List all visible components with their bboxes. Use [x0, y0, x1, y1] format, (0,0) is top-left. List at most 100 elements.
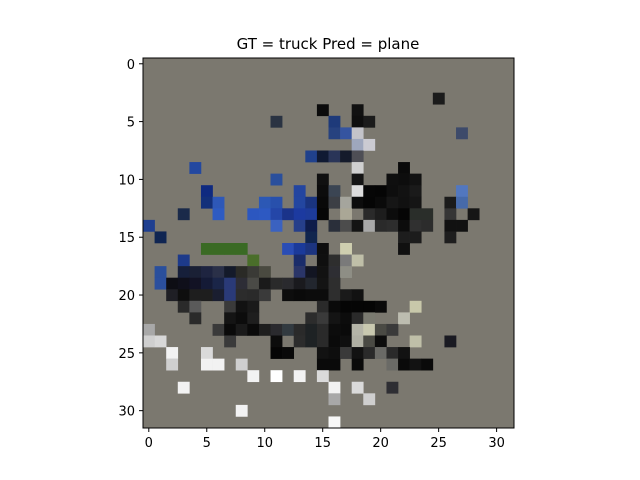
heatmap-cell: [340, 300, 352, 313]
y-axis: 0 5 10 15 20 25 30: [118, 58, 143, 420]
heatmap-cell: [305, 219, 318, 232]
heatmap-cell: [212, 208, 225, 221]
heatmap-cell: [398, 347, 410, 359]
heatmap-cell: [270, 335, 283, 348]
heatmap-cell: [363, 312, 376, 325]
heatmap-cell: [224, 335, 237, 348]
heatmap-cell: [363, 185, 376, 198]
heatmap-cell: [293, 243, 306, 255]
x-tick-label: 20: [372, 436, 389, 451]
heatmap-cell: [200, 277, 213, 290]
heatmap-cell: [212, 266, 225, 278]
heatmap-cell: [143, 335, 155, 348]
heatmap-cell: [189, 162, 202, 174]
heatmap-cell: [258, 323, 271, 336]
heatmap-cell: [363, 300, 376, 313]
heatmap-cell: [456, 219, 468, 232]
heatmap-cell: [421, 208, 434, 221]
pixel-layer: [143, 92, 480, 429]
heatmap-cell: [363, 219, 376, 232]
heatmap-cell: [374, 347, 387, 359]
heatmap-cell: [247, 208, 260, 221]
heatmap-cell: [386, 381, 399, 394]
heatmap-cell: [212, 358, 225, 371]
heatmap-cell: [421, 219, 434, 232]
heatmap-cell: [293, 289, 306, 302]
heatmap-cell: [456, 127, 468, 140]
heatmap-cell: [316, 335, 329, 348]
heatmap-cell: [154, 266, 167, 278]
heatmap-cell: [351, 300, 364, 313]
heatmap-cell: [200, 347, 213, 359]
x-tick-label: 30: [488, 436, 505, 451]
heatmap-cell: [282, 347, 295, 359]
heatmap-cell: [351, 323, 364, 336]
heatmap-cell: [270, 370, 283, 383]
heatmap-cell: [247, 323, 260, 336]
heatmap-cell: [316, 323, 329, 336]
heatmap-cell: [328, 335, 341, 348]
heatmap-cell: [212, 243, 225, 255]
heatmap-cell: [409, 208, 422, 221]
heatmap-cell: [293, 196, 306, 209]
heatmap-cell: [224, 312, 237, 325]
heatmap-cell: [328, 185, 341, 198]
heatmap-cell: [340, 266, 352, 278]
heatmap-cell: [282, 243, 295, 255]
heatmap-cell: [293, 277, 306, 290]
heatmap-cell: [340, 208, 352, 221]
heatmap-cell: [328, 393, 341, 406]
heatmap-cell: [282, 208, 295, 221]
heatmap-cell: [305, 196, 318, 209]
heatmap-cell: [444, 219, 457, 232]
heatmap-cell: [351, 196, 364, 209]
heatmap-cell: [374, 185, 387, 198]
heatmap-cell: [282, 289, 295, 302]
heatmap-cell: [363, 138, 376, 151]
heatmap-cell: [351, 335, 364, 348]
heatmap-cell: [177, 254, 190, 267]
heatmap-cell: [409, 358, 422, 371]
heatmap-cell: [316, 300, 329, 313]
heatmap-cell: [456, 185, 468, 198]
heatmap-cell: [363, 115, 376, 128]
heatmap-cell: [200, 243, 213, 255]
heatmap-cell: [235, 404, 248, 417]
heatmap-cell: [328, 312, 341, 325]
heatmap-cell: [305, 289, 318, 302]
heatmap-cell: [328, 277, 341, 290]
heatmap-cell: [177, 266, 190, 278]
heatmap-cell: [189, 300, 202, 313]
heatmap-cell: [409, 196, 422, 209]
heatmap-cell: [189, 277, 202, 290]
heatmap-cell: [200, 266, 213, 278]
heatmap-cell: [351, 138, 364, 151]
heatmap-cell: [305, 266, 318, 278]
heatmap-cell: [143, 323, 155, 336]
heatmap-cell: [235, 277, 248, 290]
heatmap-cell: [224, 289, 237, 302]
heatmap-cell: [247, 277, 260, 290]
heatmap-cell: [177, 289, 190, 302]
heatmap-cell: [351, 219, 364, 232]
heatmap-cell: [351, 358, 364, 371]
heatmap-cell: [154, 231, 167, 244]
heatmap-cell: [270, 347, 283, 359]
heatmap-cell: [316, 370, 329, 383]
heatmap-cell: [316, 277, 329, 290]
heatmap-cell: [316, 208, 329, 221]
heatmap-cell: [247, 312, 260, 325]
heatmap-cell: [444, 208, 457, 221]
heatmap-cell: [270, 277, 283, 290]
heatmap-cell: [305, 277, 318, 290]
heatmap-cell: [282, 277, 295, 290]
heatmap-cell: [398, 312, 410, 325]
heatmap-cell: [398, 358, 410, 371]
heatmap-cell: [340, 254, 352, 267]
heatmap-cell: [258, 196, 271, 209]
heatmap-cell: [305, 323, 318, 336]
heatmap-cell: [305, 208, 318, 221]
heatmap-cell: [409, 219, 422, 232]
heatmap-cell: [177, 277, 190, 290]
heatmap-cell: [189, 289, 202, 302]
